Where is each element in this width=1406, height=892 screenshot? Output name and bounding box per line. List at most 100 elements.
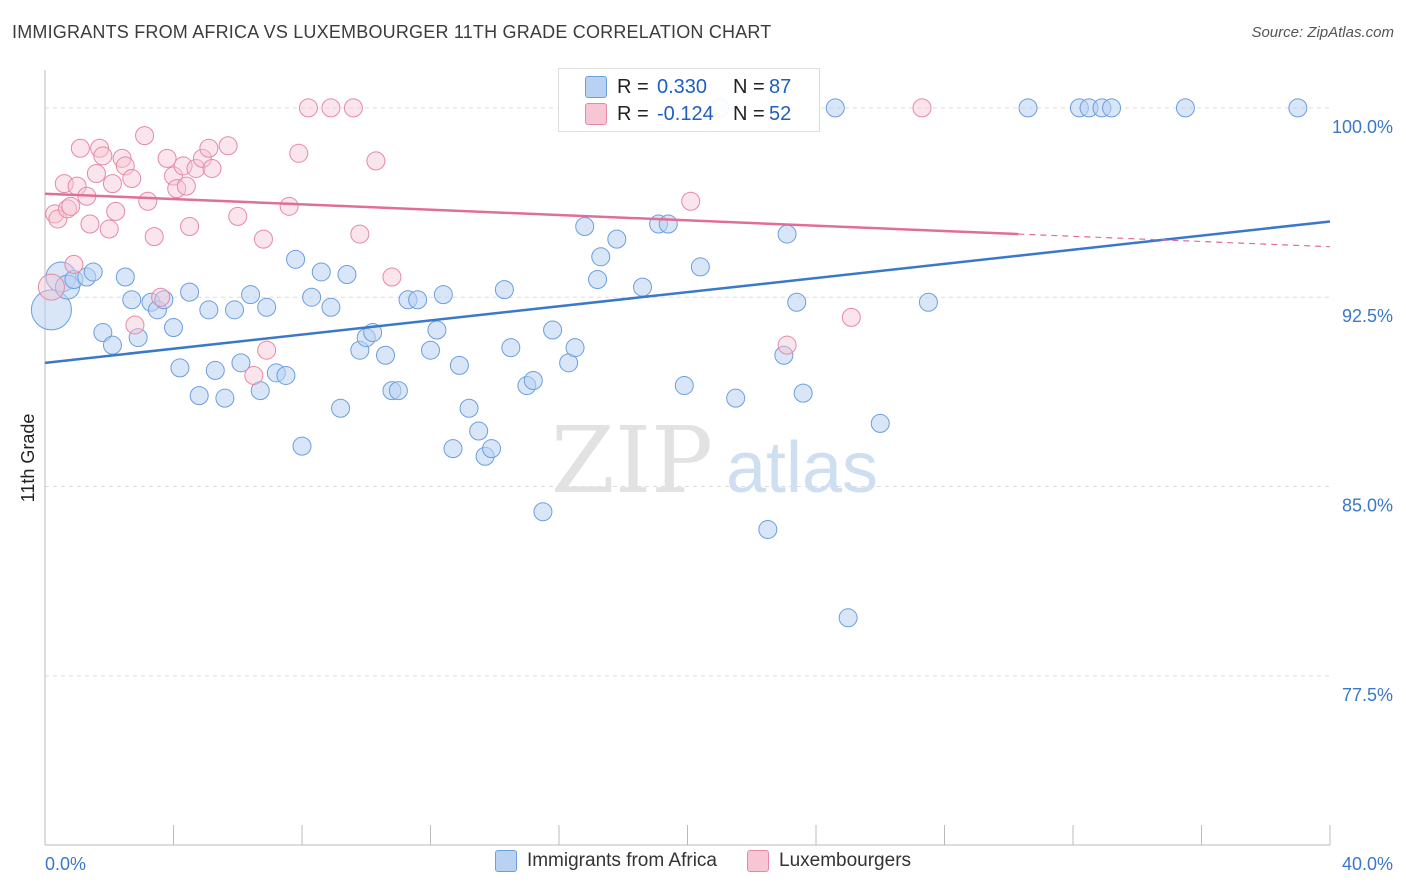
- point-africa: [231, 353, 251, 373]
- point-africa: [102, 335, 122, 355]
- point-luxembourgers: [228, 206, 248, 226]
- trend-line-africa: [44, 220, 1331, 365]
- legend-n-value: 87: [769, 75, 792, 98]
- point-luxembourgers: [350, 224, 370, 244]
- point-africa: [170, 358, 190, 378]
- point-africa: [154, 290, 174, 310]
- point-africa: [777, 224, 797, 244]
- point-africa: [257, 297, 277, 317]
- y-tick-label: 77.5%: [1342, 685, 1393, 705]
- point-luxembourgers: [70, 138, 90, 158]
- point-luxembourgers: [61, 196, 81, 216]
- point-africa: [376, 345, 396, 365]
- point-luxembourgers: [289, 143, 309, 163]
- point-africa: [825, 98, 845, 118]
- point-luxembourgers: [135, 126, 155, 146]
- legend-r-label: R =: [617, 102, 649, 125]
- point-africa: [726, 388, 746, 408]
- legend-row-luxembourgers: R = -0.124 N = 52: [585, 101, 791, 127]
- trend-line-luxembourgers-dashed: [1018, 233, 1331, 248]
- series-legend-africa[interactable]: Immigrants from Africa: [494, 850, 717, 872]
- y-tick-label: 92.5%: [1342, 306, 1393, 326]
- point-luxembourgers: [48, 209, 68, 229]
- series-label-luxembourgers: Luxembourgers: [779, 850, 912, 871]
- axes: [44, 70, 1331, 846]
- point-luxembourgers: [99, 219, 119, 239]
- point-luxembourgers: [45, 204, 65, 224]
- chart-title: IMMIGRANTS FROM AFRICA VS LUXEMBOURGER 1…: [12, 22, 772, 42]
- point-luxembourgers: [192, 148, 212, 168]
- y-tick-label: 100.0%: [1332, 117, 1393, 137]
- point-africa: [469, 421, 489, 441]
- point-africa: [758, 519, 778, 539]
- point-africa: [501, 338, 521, 358]
- point-africa: [591, 247, 611, 267]
- legend-n-label: N =: [733, 102, 765, 125]
- point-africa: [690, 257, 710, 277]
- point-africa: [225, 300, 245, 320]
- point-africa: [311, 262, 331, 282]
- legend-swatch-luxembourgers: [585, 103, 607, 125]
- x-tick-label: 40.0%: [1342, 854, 1393, 874]
- y-tick-label: 85.0%: [1342, 496, 1393, 516]
- point-africa: [523, 371, 543, 391]
- point-africa: [793, 383, 813, 403]
- point-luxembourgers: [180, 217, 200, 237]
- point-africa: [433, 285, 453, 305]
- point-africa: [337, 264, 357, 284]
- point-africa: [588, 270, 608, 290]
- point-luxembourgers: [176, 176, 196, 196]
- point-luxembourgers: [298, 98, 318, 118]
- point-africa: [122, 290, 142, 310]
- point-africa: [918, 292, 938, 312]
- point-africa: [276, 365, 296, 385]
- point-africa: [408, 290, 428, 310]
- legend-r-label: R =: [617, 75, 649, 98]
- point-luxembourgers: [144, 227, 164, 247]
- legend-n-label: N =: [733, 75, 765, 98]
- point-luxembourgers: [115, 156, 135, 176]
- point-africa: [1018, 98, 1038, 118]
- point-luxembourgers: [102, 174, 122, 194]
- point-africa: [870, 413, 890, 433]
- series-label-africa: Immigrants from Africa: [526, 850, 717, 871]
- point-africa: [543, 320, 563, 340]
- point-africa: [421, 340, 440, 360]
- point-luxembourgers: [321, 98, 341, 118]
- point-africa: [482, 439, 502, 459]
- point-luxembourgers: [186, 158, 206, 178]
- legend-swatch-africa: [585, 76, 607, 98]
- data-points: [30, 98, 1308, 628]
- point-luxembourgers: [90, 138, 110, 158]
- series-legend-luxembourgers[interactable]: Luxembourgers: [747, 850, 911, 872]
- point-luxembourgers: [80, 214, 100, 234]
- point-africa: [787, 292, 807, 312]
- point-luxembourgers: [125, 315, 145, 335]
- point-luxembourgers: [382, 267, 402, 287]
- correlation-legend: R = 0.330 N = 87 R = -0.124 N = 52: [558, 68, 820, 132]
- series-legend: Immigrants from Africa Luxembourgers: [0, 850, 1406, 872]
- point-luxembourgers: [279, 196, 299, 216]
- point-africa: [658, 214, 678, 234]
- point-africa: [128, 328, 148, 348]
- point-africa: [388, 381, 408, 401]
- legend-n-value: 52: [769, 102, 792, 125]
- point-luxembourgers: [106, 201, 126, 221]
- point-luxembourgers: [218, 136, 238, 156]
- point-luxembourgers: [93, 146, 113, 166]
- point-africa: [575, 217, 595, 237]
- point-luxembourgers: [244, 365, 264, 385]
- point-africa: [1288, 98, 1308, 118]
- point-luxembourgers: [202, 158, 222, 178]
- point-luxembourgers: [164, 166, 183, 186]
- point-luxembourgers: [157, 148, 177, 168]
- series-swatch-luxembourgers: [747, 850, 769, 872]
- trend-lines: [44, 192, 1331, 365]
- point-africa: [205, 360, 225, 380]
- point-africa: [449, 355, 469, 375]
- legend-row-africa: R = 0.330 N = 87: [585, 74, 791, 100]
- point-luxembourgers: [343, 98, 363, 118]
- point-africa: [633, 277, 653, 297]
- point-luxembourgers: [841, 307, 861, 327]
